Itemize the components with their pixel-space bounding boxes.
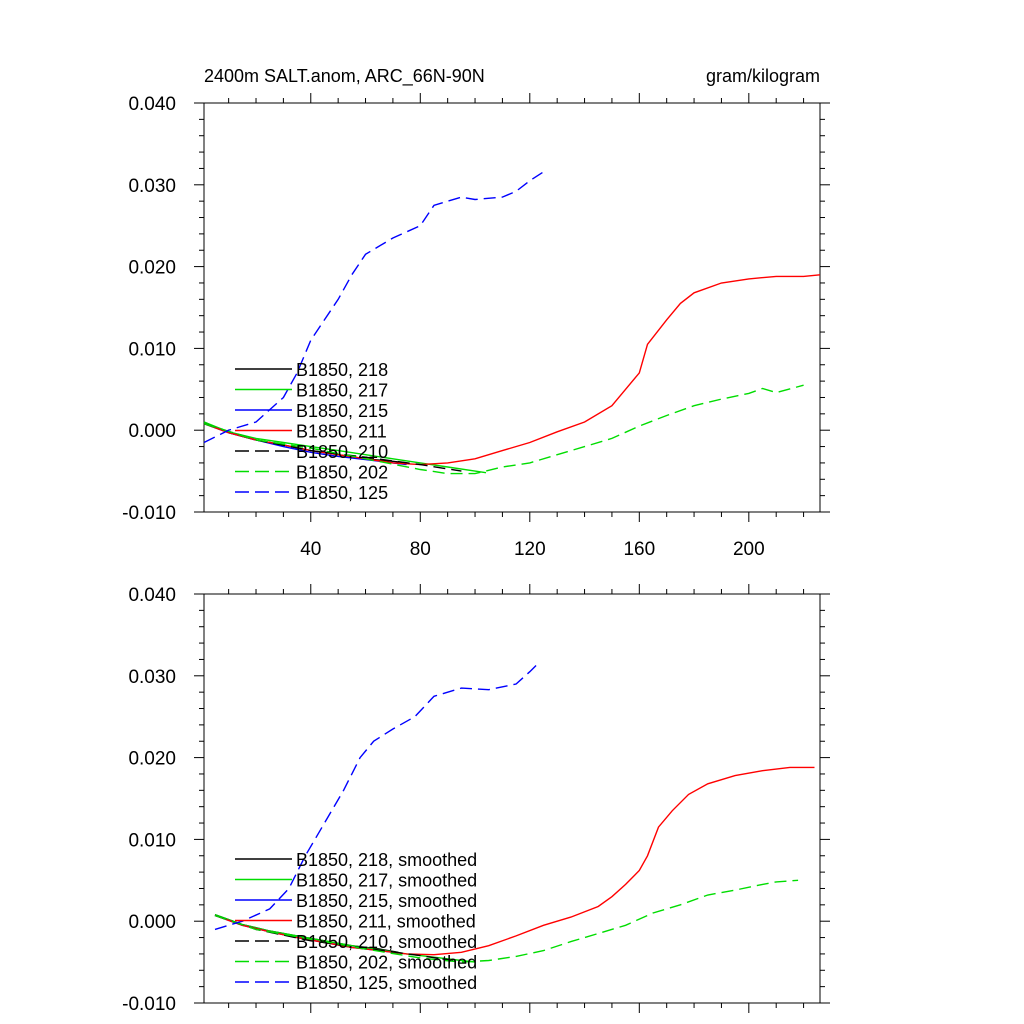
legend-label: B1850, 215, smoothed (296, 891, 477, 911)
legend-label: B1850, 210, smoothed (296, 932, 477, 952)
y-tick-label: -0.010 (122, 503, 176, 524)
series-line (203, 169, 547, 444)
y-tick-label: 0.020 (128, 258, 176, 279)
y-tick-label: 0.020 (128, 749, 176, 770)
y-tick-label: 0.010 (128, 339, 176, 360)
series-line (214, 879, 799, 963)
y-tick-label: 0.040 (128, 585, 176, 606)
panel-top: 2400m SALT.anom, ARC_66N-90N gram/kilogr… (122, 66, 830, 560)
legend-label: B1850, 210 (296, 442, 388, 462)
x-tick-label: 40 (300, 539, 321, 560)
x-tick-label: 120 (514, 539, 546, 560)
legend-label: B1850, 211 (296, 422, 387, 442)
x-tick-label: 160 (623, 539, 655, 560)
plot-frame-top (203, 102, 821, 513)
series-line (214, 663, 539, 931)
y-tick-label: 0.030 (128, 176, 176, 197)
y-tick-label: 0.000 (128, 912, 176, 933)
legend-label: B1850, 211, smoothed (296, 912, 476, 932)
y-tick-label: 0.000 (128, 421, 176, 442)
axis-ticks-top (194, 93, 830, 522)
y-tick-labels-top: 0.040 0.030 0.020 0.010 0.000 -0.010 (122, 94, 176, 524)
y-tick-label: 0.030 (128, 667, 176, 688)
x-tick-label: 80 (410, 539, 431, 560)
series-line (214, 766, 815, 956)
y-tick-labels-bottom: 0.040 0.030 0.020 0.010 0.000 -0.010 (122, 585, 176, 1015)
plot-frame-bottom (203, 593, 821, 1004)
x-tick-labels-top: 40 80 120 160 200 (300, 539, 764, 560)
legend-label: B1850, 218 (296, 360, 388, 380)
series-line (214, 914, 476, 963)
series-line (203, 384, 804, 475)
legend-label: B1850, 217 (296, 381, 388, 401)
legend-label: B1850, 218, smoothed (296, 850, 477, 870)
series-group-bottom (214, 663, 815, 963)
legend-label: B1850, 215 (296, 401, 388, 421)
legend-label: B1850, 125 (296, 483, 388, 503)
legend-label: B1850, 202, smoothed (296, 953, 477, 973)
axis-ticks-bottom (194, 584, 830, 1013)
legend-label: B1850, 202 (296, 463, 388, 483)
legend-label: B1850, 125, smoothed (296, 973, 477, 993)
y-tick-label: -0.010 (122, 994, 176, 1015)
series-group-top (203, 169, 821, 475)
y-tick-label: 0.040 (128, 94, 176, 115)
chart-title: 2400m SALT.anom, ARC_66N-90N (204, 66, 485, 87)
x-tick-label: 200 (733, 539, 765, 560)
panel-bottom: 0.040 0.030 0.020 0.010 0.000 -0.010 B1850, 2… (122, 584, 830, 1015)
series-line (203, 421, 487, 474)
chart-units: gram/kilogram (706, 66, 820, 86)
legend-label: B1850, 217, smoothed (296, 871, 477, 891)
y-tick-label: 0.010 (128, 830, 176, 851)
